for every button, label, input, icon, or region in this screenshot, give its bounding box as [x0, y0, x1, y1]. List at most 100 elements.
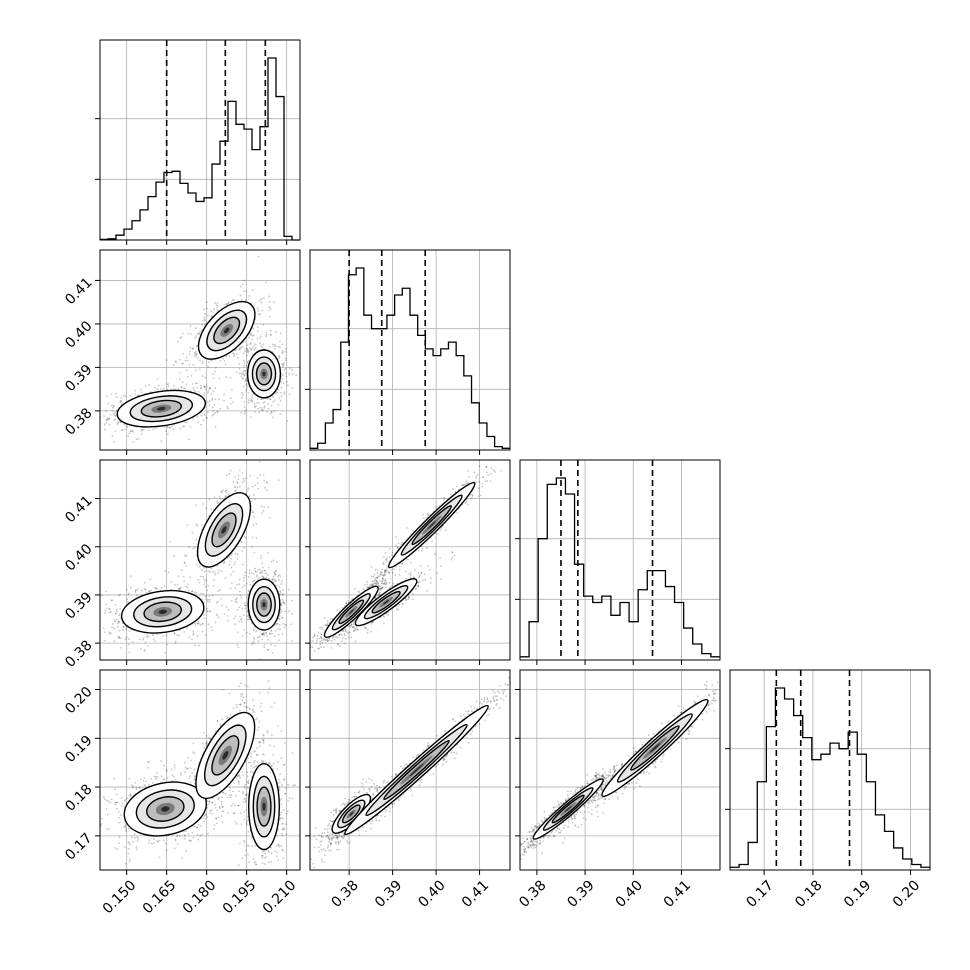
sample-point	[133, 833, 136, 835]
sample-point	[263, 646, 266, 649]
sample-point	[125, 588, 128, 591]
sample-point	[261, 633, 264, 635]
sample-point	[131, 429, 134, 432]
sample-point	[188, 546, 191, 549]
sample-point	[144, 784, 147, 787]
sample-point	[243, 374, 246, 376]
sample-point	[239, 667, 241, 669]
sample-point	[273, 581, 276, 583]
sample-point	[78, 815, 80, 817]
sample-point	[142, 780, 145, 782]
sample-point	[204, 585, 207, 588]
sample-point	[163, 764, 166, 767]
sample-point	[288, 373, 291, 376]
sample-point	[243, 360, 245, 362]
sample-point	[220, 800, 223, 803]
sample-point	[242, 614, 245, 616]
sample-point	[244, 604, 247, 607]
sample-point	[269, 398, 272, 401]
sample-point	[153, 842, 155, 844]
sample-point	[247, 589, 250, 592]
sample-point	[154, 427, 157, 429]
sample-point	[113, 441, 116, 443]
sample-point	[165, 770, 168, 773]
sample-point	[164, 651, 167, 654]
sample-point	[129, 793, 132, 796]
sample-point	[186, 421, 188, 424]
sample-point	[279, 400, 282, 402]
sample-point	[271, 765, 273, 768]
sample-point	[193, 768, 196, 771]
sample-point	[200, 423, 203, 426]
density-peak	[223, 327, 230, 334]
sample-point	[113, 405, 115, 408]
sample-point	[120, 397, 123, 399]
sample-point	[243, 348, 246, 351]
sample-point	[140, 428, 143, 431]
sample-point	[252, 494, 255, 496]
sample-point	[208, 595, 211, 597]
sample-point	[218, 495, 221, 498]
sample-point	[194, 546, 196, 549]
sample-point	[241, 621, 243, 623]
sample-point	[222, 792, 225, 794]
sample-point	[104, 609, 107, 612]
sample-point	[218, 377, 221, 380]
sample-point	[110, 413, 112, 416]
sample-point	[193, 774, 196, 777]
sample-point	[189, 767, 192, 769]
sample-point	[244, 787, 247, 789]
sample-point	[172, 384, 175, 387]
sample-point	[256, 636, 259, 639]
sample-point	[207, 390, 210, 392]
sample-point	[216, 720, 219, 722]
sample-point	[258, 402, 260, 404]
density-peak	[221, 526, 227, 534]
sample-point	[194, 624, 197, 627]
sample-point	[174, 640, 177, 643]
sample-point	[285, 375, 288, 378]
sample-point	[277, 404, 280, 406]
sample-point	[111, 599, 113, 602]
sample-point	[260, 505, 263, 508]
sample-point	[229, 469, 232, 472]
sample-point	[129, 395, 132, 397]
sample-point	[201, 623, 204, 625]
sample-point	[229, 560, 232, 563]
sample-point	[112, 406, 114, 409]
sample-point	[270, 334, 272, 336]
sample-point	[283, 362, 285, 364]
sample-point	[200, 824, 202, 827]
sample-point	[92, 428, 94, 430]
sample-point	[288, 610, 290, 613]
sample-point	[156, 378, 159, 381]
sample-point	[263, 633, 266, 636]
sample-point	[207, 314, 209, 317]
sample-point	[245, 631, 248, 634]
sample-point	[248, 572, 251, 575]
sample-point	[207, 598, 209, 601]
sample-point	[247, 685, 249, 688]
sample-point	[251, 545, 253, 548]
sample-point	[264, 852, 267, 855]
density-peak	[262, 371, 266, 377]
sample-point	[240, 375, 243, 378]
sample-point	[202, 503, 204, 505]
sample-point	[288, 393, 291, 396]
sample-point	[127, 852, 130, 855]
sample-point	[106, 417, 109, 419]
sample-point	[115, 392, 117, 395]
sample-point	[250, 500, 253, 502]
sample-point	[236, 644, 239, 646]
sample-point	[166, 777, 169, 779]
sample-point	[221, 810, 224, 813]
sample-point	[270, 630, 272, 632]
sample-point	[263, 407, 266, 409]
sample-point	[266, 410, 268, 413]
sample-point	[239, 594, 242, 597]
sample-point	[247, 618, 250, 621]
sample-point	[198, 565, 201, 568]
sample-point	[154, 587, 157, 590]
sample-point	[228, 556, 231, 558]
sample-point	[173, 764, 176, 767]
